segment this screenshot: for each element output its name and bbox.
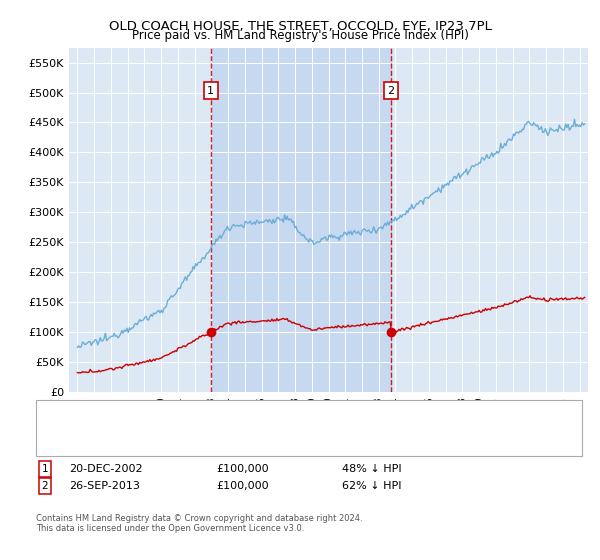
Text: ——: ——: [48, 405, 79, 419]
Text: 26-SEP-2013: 26-SEP-2013: [69, 481, 140, 491]
Text: £100,000: £100,000: [216, 464, 269, 474]
Text: HPI: Average price, detached house, Mid Suffolk: HPI: Average price, detached house, Mid …: [81, 421, 332, 431]
Text: 20-DEC-2002: 20-DEC-2002: [69, 464, 143, 474]
Text: 62% ↓ HPI: 62% ↓ HPI: [342, 481, 401, 491]
Text: 1: 1: [41, 464, 49, 474]
Text: ——: ——: [48, 418, 79, 433]
Text: 48% ↓ HPI: 48% ↓ HPI: [342, 464, 401, 474]
Text: Contains HM Land Registry data © Crown copyright and database right 2024.
This d: Contains HM Land Registry data © Crown c…: [36, 514, 362, 534]
Text: 2: 2: [388, 86, 395, 96]
Bar: [211, 48, 391, 392]
Text: OLD COACH HOUSE, THE STREET, OCCOLD, EYE, IP23 7PL (detached house): OLD COACH HOUSE, THE STREET, OCCOLD, EYE…: [81, 407, 477, 417]
Text: Price paid vs. HM Land Registry's House Price Index (HPI): Price paid vs. HM Land Registry's House …: [131, 29, 469, 42]
Text: OLD COACH HOUSE, THE STREET, OCCOLD, EYE, IP23 7PL: OLD COACH HOUSE, THE STREET, OCCOLD, EYE…: [109, 20, 491, 32]
Text: 2: 2: [41, 481, 49, 491]
Text: 1: 1: [208, 86, 214, 96]
Text: £100,000: £100,000: [216, 481, 269, 491]
